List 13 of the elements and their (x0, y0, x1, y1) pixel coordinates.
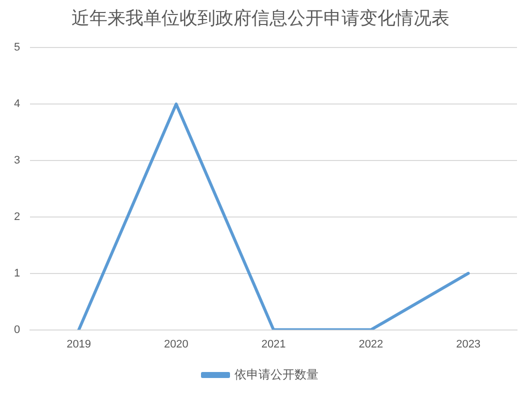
y-tick-label: 1 (14, 267, 20, 280)
y-tick-label: 3 (14, 154, 20, 167)
x-tick-label: 2019 (66, 338, 92, 350)
y-tick-label: 5 (14, 42, 20, 54)
y-tick-label: 2 (14, 210, 20, 223)
x-tick-label: 2022 (358, 338, 384, 350)
x-tick-label: 2023 (456, 338, 481, 350)
legend-label: 依申请公开数量 (234, 367, 318, 382)
chart-title: 近年来我单位收到政府信息公开申请变化情况表 (72, 8, 450, 28)
x-tick-label: 2020 (164, 338, 188, 350)
y-tick-label: 4 (14, 98, 20, 110)
x-tick-label: 2021 (261, 338, 286, 350)
y-tick-label: 0 (14, 324, 20, 336)
